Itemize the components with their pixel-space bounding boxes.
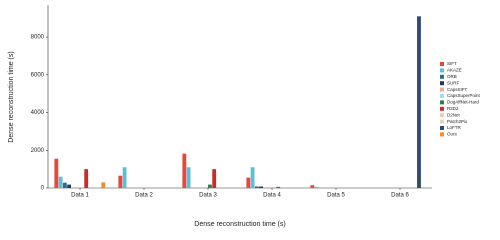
legend-label: CapsSuperPoint bbox=[447, 93, 481, 98]
legend-label: LoFTR bbox=[447, 125, 462, 130]
y-tick-label: 8000 bbox=[31, 35, 45, 41]
legend-label: D2Net bbox=[447, 112, 461, 117]
legend-label: DogAffNet-Hard bbox=[447, 100, 479, 105]
legend-swatch bbox=[440, 62, 444, 66]
x-tick-label: Data 1 bbox=[71, 193, 89, 199]
bar bbox=[62, 182, 67, 188]
x-tick-label: Data 3 bbox=[199, 193, 217, 199]
legend-label: Ours bbox=[447, 132, 458, 137]
legend-swatch bbox=[440, 119, 444, 124]
bar bbox=[58, 176, 63, 188]
bar bbox=[118, 175, 123, 188]
legend-swatch bbox=[440, 106, 444, 111]
legend-swatch bbox=[440, 68, 444, 73]
legend-label: CapsSIFT bbox=[447, 87, 468, 92]
x-tick-label: Data 6 bbox=[391, 193, 409, 199]
x-tick-label: Data 5 bbox=[327, 193, 345, 199]
bar bbox=[186, 167, 191, 188]
y-axis-title: Dense reconstruction time (s) bbox=[8, 51, 15, 142]
legend-swatch bbox=[440, 87, 444, 92]
legend-label: Patch2Pix bbox=[447, 119, 468, 124]
bar bbox=[182, 153, 187, 188]
y-tick-label: 4000 bbox=[31, 110, 45, 116]
legend-swatch bbox=[440, 74, 444, 79]
legend-swatch bbox=[440, 132, 444, 137]
bar bbox=[208, 184, 212, 188]
legend-label: ORB bbox=[447, 74, 457, 79]
legend-label: SIFT bbox=[447, 61, 457, 66]
bar bbox=[310, 185, 315, 188]
legend-label: AKAZE bbox=[447, 68, 462, 73]
chart: Dense reconstruction time (s) Dense reco… bbox=[8, 5, 481, 228]
bar bbox=[276, 186, 281, 188]
legend-swatch bbox=[440, 81, 444, 86]
bar bbox=[84, 169, 89, 188]
x-tick-label: Data 2 bbox=[135, 193, 153, 199]
legend-label: R2D2 bbox=[447, 106, 459, 111]
x-tick-label: Data 4 bbox=[263, 193, 281, 199]
bar bbox=[122, 167, 127, 188]
bar bbox=[67, 184, 72, 188]
bar bbox=[254, 186, 259, 188]
legend-swatch bbox=[440, 100, 444, 105]
legend-label: SURF bbox=[447, 80, 460, 85]
y-tick-label: 2000 bbox=[31, 148, 45, 154]
y-tick-label: 0 bbox=[41, 186, 45, 192]
legend-swatch bbox=[440, 126, 444, 130]
bar bbox=[417, 16, 421, 189]
y-tick-label: 6000 bbox=[31, 72, 45, 78]
bar bbox=[212, 169, 217, 188]
x-axis-title: Dense reconstruction time (s) bbox=[194, 221, 285, 228]
legend-swatch bbox=[440, 113, 444, 118]
bar bbox=[314, 186, 319, 188]
bar bbox=[250, 167, 255, 188]
legend-swatch bbox=[440, 94, 444, 98]
bar bbox=[246, 177, 251, 188]
bar bbox=[101, 182, 106, 188]
bar bbox=[54, 158, 59, 188]
bar bbox=[259, 186, 264, 188]
